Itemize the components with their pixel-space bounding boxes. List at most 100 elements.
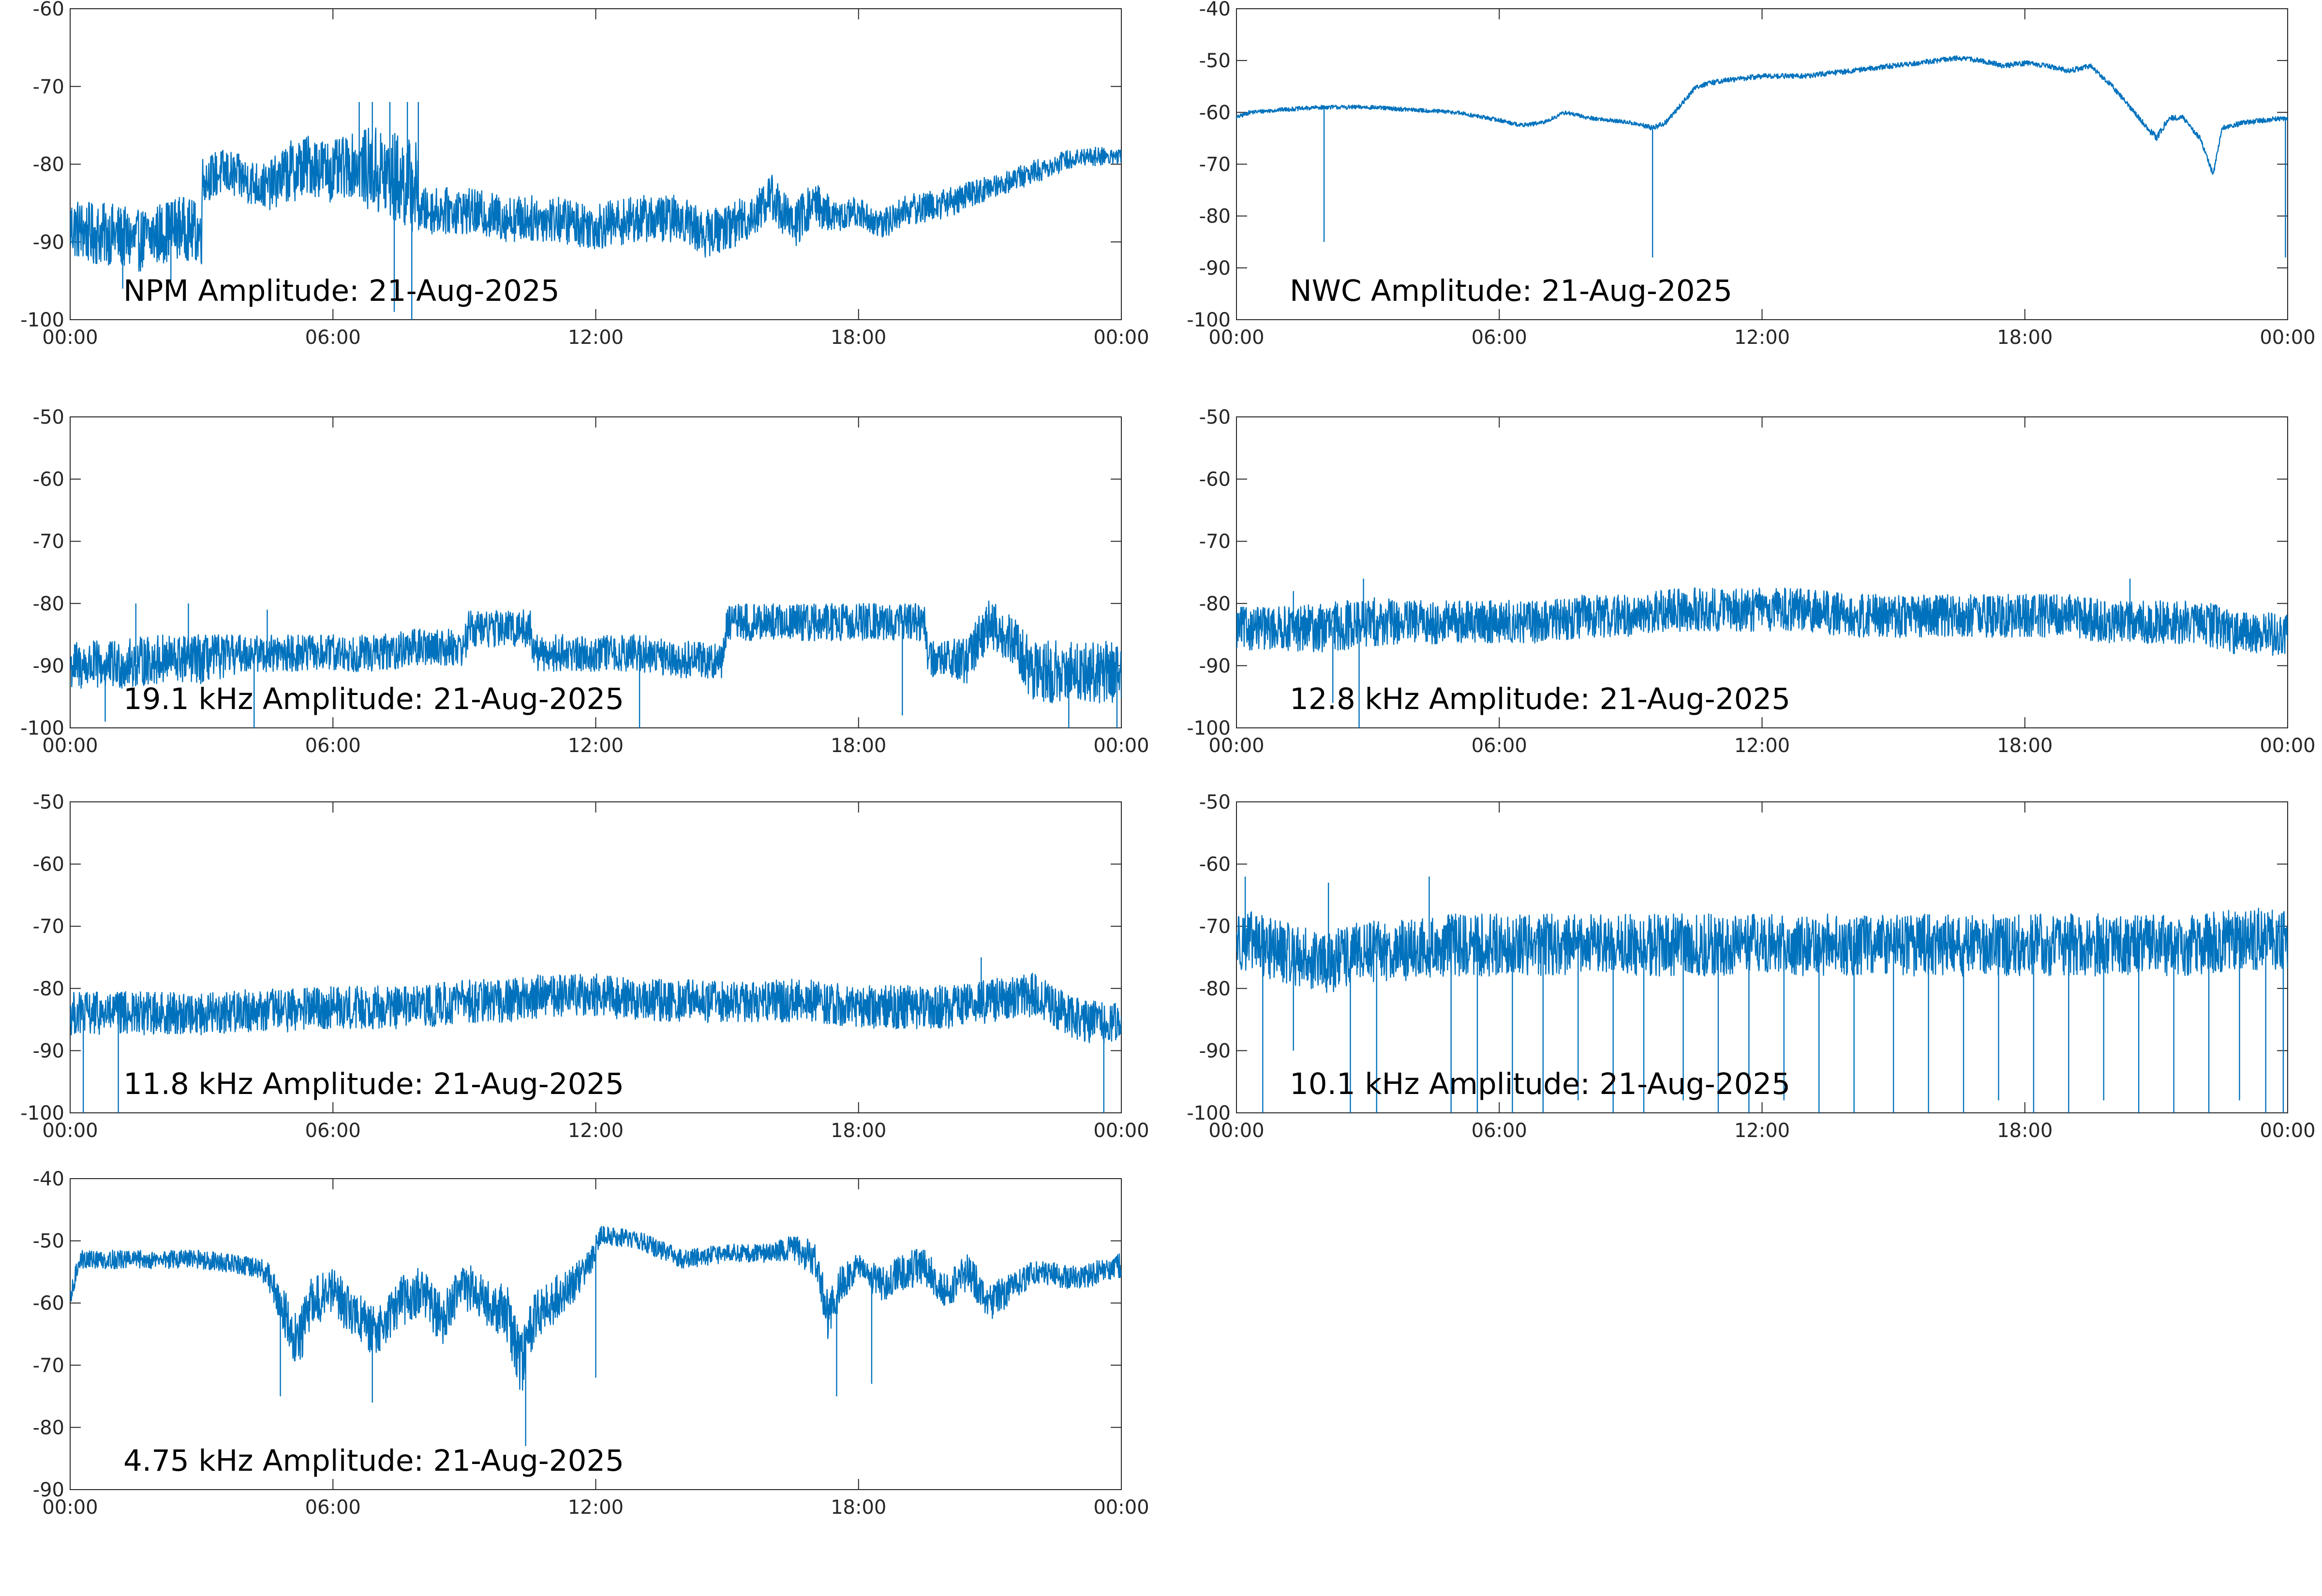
amplitude-panel-2: -100 -90 -80 -70 -60 -50 -40 00:00 06:00 12:00 18:…	[1187, 0, 2315, 349]
x-tick-label: 00:00	[42, 1496, 98, 1519]
amplitude-trace	[70, 127, 1121, 272]
x-tick-label: 00:00	[2260, 735, 2315, 757]
y-tick-label: -60	[33, 1292, 64, 1315]
x-tick-label: 00:00	[2260, 1120, 2315, 1142]
amplitude-panel-5: -100 -90 -80 -70 -60 -50 00:00 06:00 12:00 18:00 0…	[20, 791, 1149, 1142]
amplitude-trace	[1236, 907, 2288, 993]
x-tick-label: 00:00	[1093, 1496, 1149, 1519]
amplitude-panel-1: -100 -90 -80 -70 -60 00:00 06:00 12:00 18:00 00:0…	[20, 0, 1149, 349]
y-tick-label: -70	[1199, 916, 1231, 938]
x-tick-label: 18:00	[831, 1120, 886, 1142]
x-tick-label: 12:00	[1734, 326, 1790, 349]
panel-title: 11.8 kHz Amplitude: 21-Aug-2025	[123, 1067, 624, 1101]
panel-title: NWC Amplitude: 21-Aug-2025	[1290, 274, 1732, 308]
y-tick-label: -60	[33, 0, 64, 20]
y-tick-label: -100	[1187, 309, 1231, 331]
x-tick-label: 00:00	[1208, 735, 1264, 757]
y-tick-label: -70	[33, 76, 64, 98]
y-tick-label: -80	[33, 1417, 64, 1439]
panel-title: 4.75 kHz Amplitude: 21-Aug-2025	[123, 1444, 624, 1478]
x-tick-label: 12:00	[1734, 735, 1790, 757]
x-tick-label: 12:00	[568, 1120, 624, 1142]
plot-frame	[1236, 416, 2288, 728]
x-tick-label: 12:00	[568, 735, 624, 757]
y-tick-label: -60	[1199, 102, 1231, 124]
plot-frame	[70, 801, 1122, 1113]
y-tick-label: -90	[33, 1479, 64, 1501]
y-tick-label: -80	[33, 154, 64, 176]
x-tick-label: 00:00	[1093, 1120, 1149, 1142]
x-tick-label: 18:00	[1997, 735, 2053, 757]
y-tick-label: -70	[1199, 154, 1231, 176]
x-tick-label: 06:00	[305, 735, 361, 757]
y-tick-label: -100	[1187, 717, 1231, 739]
y-tick-label: -70	[33, 916, 64, 938]
x-tick-label: 06:00	[305, 1496, 361, 1519]
y-tick-label: -50	[33, 791, 64, 813]
amplitude-panel-4: -100 -90 -80 -70 -60 -50 00:00 06:00 12:00 18:00 0…	[1187, 406, 2315, 757]
y-tick-label: -50	[1199, 50, 1231, 72]
y-tick-label: -80	[33, 593, 64, 615]
y-tick-label: -60	[33, 854, 64, 876]
y-tick-label: -100	[1187, 1102, 1231, 1124]
x-tick-label: 00:00	[2260, 326, 2315, 349]
amplitude-panel-3: -100 -90 -80 -70 -60 -50 00:00 06:00 12:00 18:00 0…	[20, 406, 1149, 757]
y-tick-label: -90	[1199, 1040, 1231, 1062]
x-tick-label: 00:00	[42, 735, 98, 757]
y-tick-label: -100	[20, 309, 64, 331]
panel-title: 12.8 kHz Amplitude: 21-Aug-2025	[1290, 682, 1790, 716]
x-tick-label: 12:00	[568, 1496, 624, 1519]
x-tick-label: 00:00	[1093, 326, 1149, 349]
x-tick-label: 00:00	[1208, 326, 1264, 349]
amplitude-trace	[1236, 55, 2288, 175]
x-tick-label: 12:00	[568, 326, 624, 349]
amplitude-trace	[1236, 587, 2288, 656]
x-tick-label: 00:00	[1208, 1120, 1264, 1142]
y-tick-label: -100	[20, 717, 64, 739]
x-tick-label: 00:00	[42, 1120, 98, 1142]
x-tick-label: 06:00	[305, 326, 361, 349]
y-tick-label: -60	[33, 469, 64, 491]
y-tick-label: -50	[33, 1230, 64, 1253]
y-tick-label: -60	[1199, 469, 1231, 491]
y-tick-label: -40	[1199, 0, 1231, 20]
x-tick-label: 12:00	[1734, 1120, 1790, 1142]
y-tick-label: -70	[1199, 531, 1231, 553]
y-tick-label: -40	[33, 1168, 64, 1190]
x-tick-label: 06:00	[1472, 326, 1527, 349]
y-tick-label: -60	[1199, 854, 1231, 876]
panel-title: NPM Amplitude: 21-Aug-2025	[123, 274, 560, 308]
y-tick-label: -90	[1199, 655, 1231, 677]
y-tick-label: -80	[1199, 978, 1231, 1000]
y-tick-label: -90	[1199, 257, 1231, 280]
x-tick-label: 18:00	[831, 326, 886, 349]
y-tick-label: -80	[1199, 206, 1231, 228]
y-tick-label: -90	[33, 231, 64, 253]
amplitude-panel-6: -100 -90 -80 -70 -60 -50 00:00 06:00 12:00 18:00 0…	[1187, 791, 2315, 1142]
panel-title: 19.1 kHz Amplitude: 21-Aug-2025	[123, 682, 624, 716]
x-tick-label: 00:00	[1093, 735, 1149, 757]
x-tick-label: 00:00	[42, 326, 98, 349]
plot-frame	[1236, 8, 2288, 320]
x-tick-label: 06:00	[1472, 1120, 1527, 1142]
y-tick-label: -70	[33, 1355, 64, 1377]
y-tick-label: -80	[1199, 593, 1231, 615]
y-tick-label: -90	[33, 1040, 64, 1062]
y-tick-label: -80	[33, 978, 64, 1000]
y-tick-label: -90	[33, 655, 64, 677]
x-tick-label: 18:00	[831, 735, 886, 757]
y-tick-label: -50	[33, 406, 64, 429]
amplitude-trace	[70, 973, 1121, 1044]
x-tick-label: 06:00	[1472, 735, 1527, 757]
y-tick-label: -50	[1199, 406, 1231, 429]
panel-title: 10.1 kHz Amplitude: 21-Aug-2025	[1290, 1067, 1790, 1101]
x-tick-label: 06:00	[305, 1120, 361, 1142]
x-tick-label: 18:00	[1997, 1120, 2053, 1142]
y-tick-label: -70	[33, 531, 64, 553]
amplitude-trace	[70, 600, 1121, 704]
y-tick-label: -50	[1199, 791, 1231, 813]
y-tick-label: -100	[20, 1102, 64, 1124]
x-tick-label: 18:00	[831, 1496, 886, 1519]
x-tick-label: 18:00	[1997, 326, 2053, 349]
